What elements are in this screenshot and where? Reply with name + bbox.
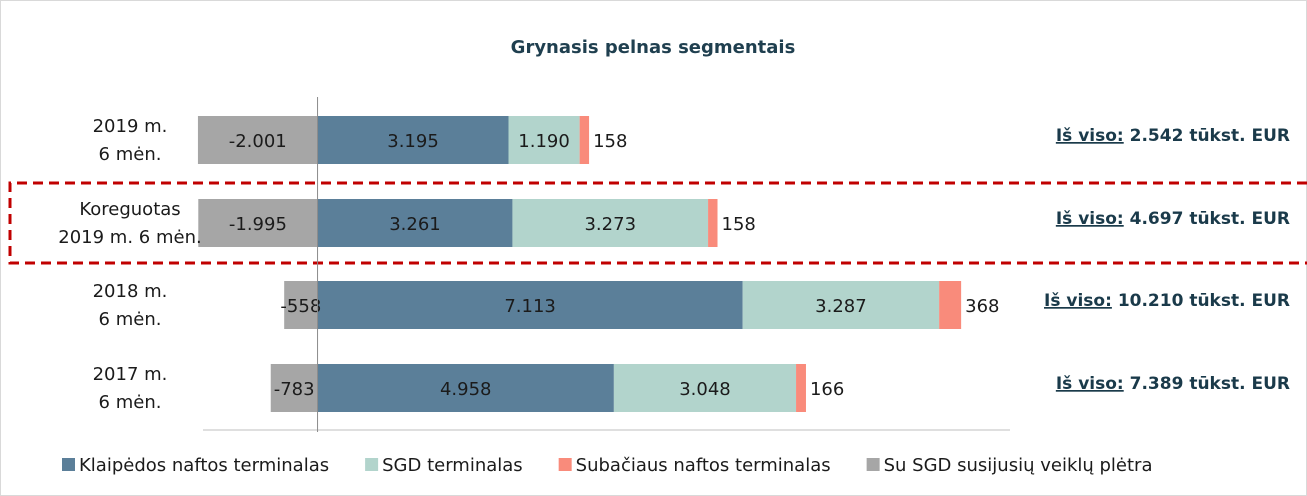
bar-segment <box>613 364 797 412</box>
category-label: 6 mėn. <box>99 392 162 413</box>
total-value: 7.389 tūkst. EUR <box>1130 374 1290 394</box>
category-label: 2017 m. <box>93 364 168 385</box>
category-label: 2018 m. <box>93 281 168 302</box>
bar-segment <box>939 281 962 329</box>
data-label: -2.001 <box>229 131 287 152</box>
data-label: 158 <box>722 214 756 235</box>
data-label: 1.190 <box>518 131 570 152</box>
bar-segment <box>317 116 509 164</box>
total-label: Iš viso: 10.210 tūkst. EUR <box>1044 291 1290 311</box>
legend-swatch <box>866 458 880 471</box>
data-label: 368 <box>965 296 999 317</box>
total-value: 10.210 tūkst. EUR <box>1118 291 1290 311</box>
total-prefix: Iš viso: <box>1056 126 1124 146</box>
legend-swatch <box>62 458 75 471</box>
total-label: Iš viso: 2.542 tūkst. EUR <box>1056 126 1290 146</box>
total-prefix: Iš viso: <box>1056 374 1124 394</box>
category-label: 2019 m. <box>93 116 168 137</box>
data-label: 4.958 <box>440 379 492 400</box>
bar-segment <box>198 199 318 247</box>
category-label: 2019 m. 6 mėn. <box>58 227 201 248</box>
data-label: 3.261 <box>389 214 441 235</box>
data-label: -558 <box>280 296 321 317</box>
bar-segment <box>796 364 806 412</box>
category-label: Koreguotas <box>79 199 180 220</box>
highlight-box <box>8 181 1307 265</box>
bar-segment <box>317 364 614 412</box>
bar-segment <box>512 199 709 247</box>
bar-segment <box>317 281 743 329</box>
legend-label: Klaipėdos naftos terminalas <box>79 455 329 476</box>
bar-segment <box>284 281 318 329</box>
bar-segment <box>742 281 940 329</box>
total-prefix: Iš viso: <box>1044 291 1112 311</box>
legend-label: Subačiaus naftos terminalas <box>576 455 831 476</box>
data-label: 3.287 <box>815 296 867 317</box>
total-label: Iš viso: 7.389 tūkst. EUR <box>1056 374 1290 394</box>
bar-segment <box>708 199 718 247</box>
bar-segment <box>508 116 580 164</box>
total-label: Iš viso: 4.697 tūkst. EUR <box>1056 209 1290 229</box>
data-label: 3.048 <box>679 379 731 400</box>
data-label: 166 <box>810 379 844 400</box>
total-value: 4.697 tūkst. EUR <box>1130 209 1290 229</box>
data-label: 3.273 <box>584 214 636 235</box>
total-value: 2.542 tūkst. EUR <box>1130 126 1290 146</box>
data-label: -1.995 <box>229 214 287 235</box>
legend-swatch <box>365 458 379 471</box>
data-label: 158 <box>593 131 627 152</box>
total-prefix: Iš viso: <box>1056 209 1124 229</box>
data-label: 3.195 <box>387 131 439 152</box>
legend-swatch <box>558 458 572 471</box>
legend-label: Su SGD susijusių veiklų plėtra <box>884 455 1153 476</box>
chart-title: Grynasis pelnas segmentais <box>511 37 796 58</box>
bar-segment <box>197 116 318 164</box>
bar-segment <box>270 364 318 412</box>
bar-segment <box>317 199 513 247</box>
data-label: 7.113 <box>504 296 556 317</box>
category-label: 6 mėn. <box>99 309 162 330</box>
category-label: 6 mėn. <box>99 144 162 165</box>
data-label: -783 <box>274 379 315 400</box>
legend-label: SGD terminalas <box>382 455 523 476</box>
bar-segment <box>579 116 590 164</box>
